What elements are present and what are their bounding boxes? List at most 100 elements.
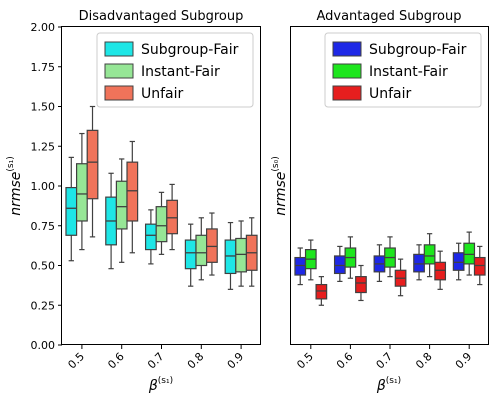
legend-swatch: [332, 63, 362, 79]
legend-label: Unfair: [141, 86, 184, 102]
box-subgroup-fair-0.6: [333, 245, 346, 282]
iqr-box: [333, 255, 346, 275]
x-tick-label: 0.9: [453, 350, 475, 372]
box-instant-fair-0.9: [463, 231, 476, 276]
iqr-box: [224, 239, 237, 275]
iqr-box: [434, 261, 447, 281]
x-tick-label: 0.6: [105, 350, 127, 372]
advantaged-subgroup-panel: Advantaged Subgroup nrmse(s₀) 0.5 0.6 0.7 0…: [271, 9, 489, 394]
legend-swatch: [332, 41, 362, 57]
x-tick-label: 0.8: [413, 350, 435, 372]
box-instant-fair-0.8: [423, 233, 436, 278]
x-axis-label-right-sup: (s₁): [386, 376, 401, 386]
box-instant-fair-0.6: [115, 158, 128, 263]
box-subgroup-fair-0.6: [105, 172, 117, 270]
box-instant-fair-0.7: [155, 191, 168, 255]
box-series-right: [294, 231, 486, 306]
box-instant-fair-0.6: [344, 236, 357, 279]
x-tick-label: 0.5: [65, 350, 87, 372]
box-subgroup-fair-0.7: [373, 244, 386, 282]
legend-box: [96, 32, 254, 108]
iqr-box: [144, 223, 157, 251]
x-tick-label: 0.9: [225, 350, 247, 372]
plot-frame-right: [290, 26, 489, 345]
disadvantaged-subgroup-panel: Disadvantaged Subgroup 0.00 0.25 0.50 0.75 1…: [6, 9, 261, 394]
y-axis-label-left-sup: (s₁): [6, 156, 16, 171]
x-axis-label-right-main: β: [376, 378, 386, 394]
iqr-box: [315, 283, 328, 300]
legend-right: Subgroup-Fair Instant-Fair Unfair: [324, 32, 482, 108]
iqr-box: [355, 276, 367, 294]
box-instant-fair-0.5: [75, 132, 88, 251]
box-subgroup-fair-0.8: [184, 223, 197, 287]
box-unfair-0.5: [86, 105, 99, 238]
legend-left: Subgroup-Fair Instant-Fair Unfair: [96, 32, 254, 108]
x-tick-label: 0.6: [334, 350, 356, 372]
x-axis-label-left-sup: (s₁): [158, 376, 173, 386]
x-axis-label-left-main: β: [148, 378, 158, 394]
iqr-box: [86, 129, 99, 200]
iqr-box: [184, 239, 197, 270]
iqr-box: [126, 161, 139, 222]
iqr-box: [155, 206, 168, 243]
x-tick-label: 0.8: [185, 350, 207, 372]
legend-label: Instant-Fair: [369, 64, 448, 80]
iqr-box: [115, 180, 128, 230]
box-unfair-0.8: [206, 212, 218, 276]
x-axis-label-left: β(s₁): [148, 376, 173, 394]
panel-title-advantaged: Advantaged Subgroup: [316, 9, 461, 24]
legend-label: Subgroup-Fair: [141, 42, 239, 58]
legend-box: [324, 32, 482, 108]
iqr-box: [423, 244, 436, 265]
legend-swatch: [104, 85, 134, 101]
box-subgroup-fair-0.5: [294, 247, 307, 286]
legend-label: Unfair: [369, 86, 412, 102]
legend-swatch: [104, 63, 134, 79]
legend-label: Subgroup-Fair: [369, 42, 467, 58]
x-tick-label: 0.5: [294, 350, 316, 372]
iqr-box: [294, 256, 307, 276]
box-instant-fair-0.8: [195, 217, 208, 281]
y-tick-label: 1.00: [31, 180, 56, 193]
box-instant-fair-0.7: [384, 236, 396, 278]
y-axis-label-right-sup: (s₀): [271, 156, 281, 171]
iqr-box: [75, 163, 88, 222]
box-unfair-0.6: [126, 140, 139, 254]
box-unfair-0.7: [166, 183, 179, 251]
box-unfair-0.9: [245, 217, 258, 287]
iqr-box: [206, 228, 218, 263]
y-tick-label: 0.50: [31, 260, 56, 273]
iqr-box: [463, 242, 476, 265]
y-axis-label-left: nrmse(s₁): [6, 156, 24, 216]
box-subgroup-fair-0.7: [144, 209, 157, 265]
x-axis-label-right: β(s₁): [376, 376, 401, 394]
box-unfair-0.5: [315, 276, 328, 306]
y-tick-label: 1.50: [31, 101, 56, 114]
box-unfair-0.9: [473, 245, 486, 286]
legend-swatch: [104, 41, 134, 57]
box-series-left: [65, 105, 258, 290]
box-subgroup-fair-0.8: [413, 244, 425, 281]
iqr-box: [452, 252, 465, 271]
iqr-box: [235, 237, 248, 273]
box-instant-fair-0.5: [304, 239, 317, 281]
y-tick-label: 1.25: [31, 140, 56, 153]
y-tick-label: 2.00: [31, 21, 56, 34]
iqr-box: [413, 253, 425, 273]
plot-frame-left: [61, 26, 261, 345]
y-axis-label-right-main: nrmse: [273, 172, 289, 216]
y-axis-ticks-left: 0.00 0.25 0.50 0.75 1.00 1.25 1.50 1.75 2.00: [31, 21, 62, 352]
y-axis-label-left-main: nrmse: [8, 172, 24, 216]
legend-swatch: [332, 85, 362, 101]
box-subgroup-fair-0.9: [224, 221, 237, 290]
box-unfair-0.7: [394, 258, 407, 297]
panel-title-disadvantaged: Disadvantaged Subgroup: [79, 9, 244, 24]
x-tick-label: 0.7: [145, 350, 167, 372]
box-subgroup-fair-0.9: [452, 242, 465, 281]
y-tick-label: 0.00: [31, 339, 56, 352]
legend-label: Instant-Fair: [141, 64, 220, 80]
x-axis-ticks-right: 0.5 0.6 0.7 0.8 0.9: [294, 345, 474, 371]
iqr-box: [195, 234, 208, 267]
box-subgroup-fair-0.5: [65, 156, 78, 262]
